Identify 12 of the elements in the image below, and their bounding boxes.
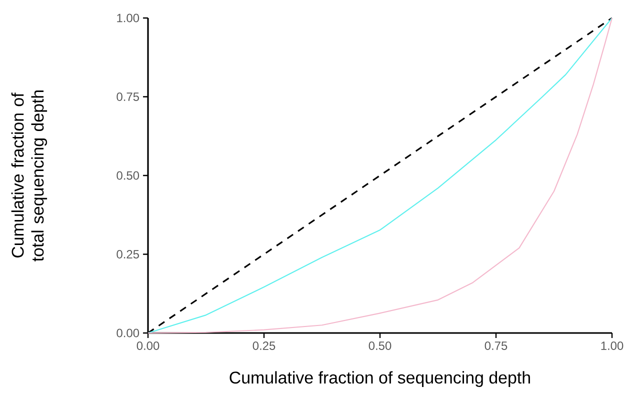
y-axis-title: Cumulative fraction of total sequencing depth xyxy=(11,90,48,262)
x-tick-label: 0.00 xyxy=(136,342,160,350)
x-tick-label: 0.25 xyxy=(252,342,276,350)
y-tick-label: 0.50 xyxy=(116,171,140,180)
y-tick-label: 0.25 xyxy=(116,250,139,258)
y-tick-label: 1.00 xyxy=(117,14,140,22)
x-tick-label: 0.50 xyxy=(368,342,392,350)
x-tick-label: 1.00 xyxy=(601,342,624,350)
x-tick-label: 0.75 xyxy=(484,342,508,350)
y-tick-label: 0.75 xyxy=(116,92,139,101)
y-tick-label: 0.00 xyxy=(116,328,140,338)
x-axis-title: Cumulative fraction of sequencing depth xyxy=(230,371,530,387)
